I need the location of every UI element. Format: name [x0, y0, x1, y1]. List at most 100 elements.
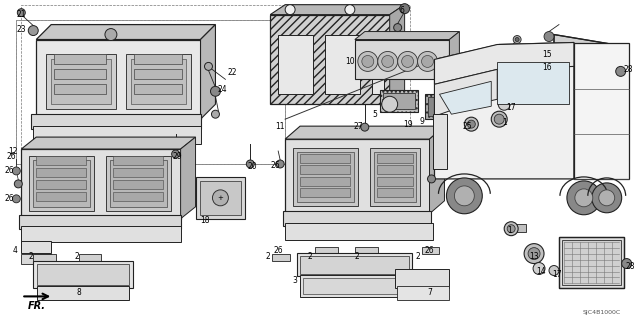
Polygon shape [435, 42, 574, 179]
Bar [377, 154, 413, 163]
Circle shape [12, 167, 20, 175]
Text: 13: 13 [529, 252, 539, 261]
Circle shape [399, 4, 410, 14]
Polygon shape [33, 254, 56, 261]
Circle shape [515, 38, 519, 41]
Bar [131, 59, 186, 104]
Text: 26: 26 [425, 246, 435, 255]
Polygon shape [390, 5, 404, 104]
Bar [37, 286, 129, 300]
Bar [54, 55, 106, 64]
Bar [377, 165, 413, 174]
Circle shape [397, 51, 417, 71]
Circle shape [544, 32, 554, 41]
Bar [377, 188, 413, 197]
Bar [36, 156, 86, 165]
Bar [33, 160, 90, 207]
Text: SJC4B1000C: SJC4B1000C [582, 310, 621, 315]
Text: 5: 5 [372, 110, 377, 119]
Circle shape [212, 190, 228, 206]
Circle shape [17, 9, 26, 17]
Circle shape [246, 160, 254, 168]
Bar [36, 40, 200, 119]
Polygon shape [429, 126, 444, 214]
Bar [297, 253, 412, 277]
Bar [424, 94, 460, 119]
Circle shape [524, 244, 544, 263]
Text: 16: 16 [542, 63, 552, 72]
Polygon shape [355, 32, 460, 40]
Circle shape [28, 26, 38, 35]
Text: 20: 20 [248, 162, 257, 172]
Bar [17, 19, 285, 164]
Text: 28: 28 [624, 65, 634, 74]
Circle shape [454, 186, 474, 206]
Polygon shape [285, 126, 444, 139]
Bar [54, 84, 106, 94]
Text: 2: 2 [75, 252, 79, 261]
Text: 28: 28 [626, 262, 636, 271]
Circle shape [381, 96, 397, 112]
Circle shape [105, 29, 117, 41]
Bar [54, 70, 106, 79]
Bar [370, 148, 420, 206]
Polygon shape [21, 137, 196, 149]
Bar [395, 269, 449, 288]
Circle shape [285, 5, 295, 15]
Text: 27: 27 [353, 122, 363, 131]
Text: 10: 10 [345, 57, 355, 66]
Bar [33, 126, 200, 144]
Bar [300, 165, 350, 174]
Bar [300, 256, 408, 273]
Text: 29: 29 [173, 152, 182, 160]
Circle shape [494, 114, 504, 124]
Bar [134, 84, 182, 94]
Circle shape [12, 195, 20, 203]
Circle shape [549, 265, 559, 276]
Bar [325, 34, 360, 94]
Circle shape [567, 181, 601, 215]
Polygon shape [200, 25, 216, 119]
Circle shape [211, 86, 220, 96]
Bar [372, 34, 384, 94]
Circle shape [465, 117, 478, 131]
Bar [285, 139, 429, 214]
Circle shape [575, 189, 593, 207]
Circle shape [592, 183, 621, 213]
Text: +: + [218, 195, 223, 201]
Circle shape [358, 51, 378, 71]
Bar [21, 5, 410, 164]
Text: 9: 9 [419, 117, 424, 126]
Text: 26: 26 [273, 246, 283, 255]
Bar [110, 160, 166, 207]
Bar [559, 237, 623, 288]
Polygon shape [355, 247, 378, 254]
Polygon shape [180, 137, 196, 219]
Circle shape [211, 110, 220, 118]
Bar [507, 99, 519, 107]
Circle shape [361, 123, 369, 131]
Circle shape [381, 56, 394, 67]
Text: 2: 2 [415, 252, 420, 261]
Text: 4: 4 [13, 246, 18, 255]
Text: 2: 2 [308, 252, 312, 261]
Circle shape [345, 5, 355, 15]
Circle shape [447, 178, 483, 214]
Bar [300, 177, 350, 186]
Circle shape [276, 160, 284, 168]
Bar [283, 211, 431, 226]
Text: FR.: FR. [28, 301, 46, 311]
Circle shape [172, 150, 180, 158]
Bar [106, 156, 171, 211]
Bar [134, 55, 182, 64]
Text: 3: 3 [292, 276, 298, 285]
Bar [270, 15, 390, 104]
Bar [293, 148, 358, 206]
Bar [303, 278, 412, 294]
Circle shape [616, 66, 626, 76]
Bar [297, 152, 354, 202]
Polygon shape [270, 5, 404, 15]
Circle shape [621, 259, 632, 269]
Polygon shape [435, 70, 497, 116]
Circle shape [599, 190, 614, 206]
